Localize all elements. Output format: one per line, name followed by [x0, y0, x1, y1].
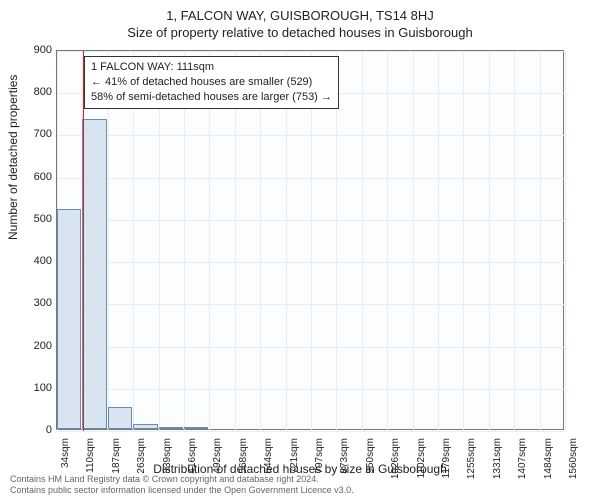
footer-line-2: Contains public sector information licen… [10, 485, 354, 496]
footer-line-1: Contains HM Land Registry data © Crown c… [10, 474, 354, 485]
gridline-vertical [514, 51, 515, 431]
annotation-box: 1 FALCON WAY: 111sqm ← 41% of detached h… [84, 56, 339, 109]
page: 1, FALCON WAY, GUISBOROUGH, TS14 8HJ Siz… [0, 0, 600, 500]
annotation-line-3: 58% of semi-detached houses are larger (… [91, 90, 332, 105]
histogram-bar [82, 119, 106, 429]
gridline-vertical [413, 51, 414, 431]
gridline-vertical [362, 51, 363, 431]
gridline-vertical [489, 51, 490, 431]
gridline-vertical [540, 51, 541, 431]
gridline-vertical [565, 51, 566, 431]
gridline-vertical [387, 51, 388, 431]
y-tick-label: 500 [34, 213, 52, 225]
chart-title: Size of property relative to detached ho… [0, 23, 600, 44]
y-tick-label: 0 [46, 424, 52, 436]
histogram-bar [57, 209, 81, 429]
histogram-bar [133, 424, 157, 429]
y-tick-label: 800 [34, 86, 52, 98]
y-tick-label: 900 [34, 44, 52, 56]
histogram-bar [108, 407, 132, 429]
y-tick-label: 100 [34, 382, 52, 394]
address-line: 1, FALCON WAY, GUISBOROUGH, TS14 8HJ [0, 0, 600, 23]
annotation-line-1: 1 FALCON WAY: 111sqm [91, 60, 332, 75]
y-tick-label: 400 [34, 255, 52, 267]
histogram-bar [159, 427, 183, 429]
y-tick-label: 600 [34, 171, 52, 183]
gridline-vertical [438, 51, 439, 431]
annotation-line-2: ← 41% of detached houses are smaller (52… [91, 75, 332, 90]
y-tick-label: 200 [34, 340, 52, 352]
footer: Contains HM Land Registry data © Crown c… [10, 474, 354, 497]
plot-wrap: 0100200300400500600700800900 34sqm110sqm… [56, 50, 564, 430]
gridline-horizontal [57, 431, 565, 432]
y-tick-label: 300 [34, 297, 52, 309]
histogram-bar [184, 427, 208, 429]
y-axis-label: Number of detached properties [6, 75, 20, 240]
gridline-vertical [463, 51, 464, 431]
y-tick-label: 700 [34, 128, 52, 140]
